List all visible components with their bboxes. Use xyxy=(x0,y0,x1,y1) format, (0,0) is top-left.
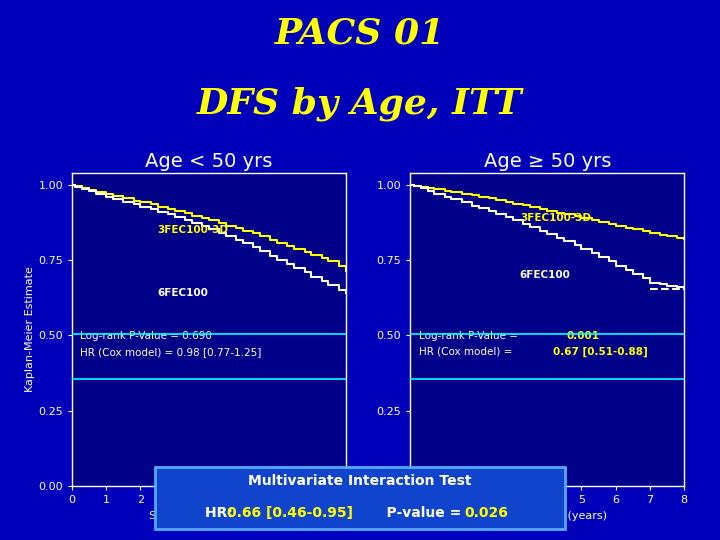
X-axis label: Survival Time (years): Survival Time (years) xyxy=(487,511,607,521)
Text: HR (Cox model) =: HR (Cox model) = xyxy=(418,347,516,356)
Title: Age < 50 yrs: Age < 50 yrs xyxy=(145,152,272,171)
Text: 6FEC100: 6FEC100 xyxy=(158,288,208,298)
Text: 3FEC100-3D: 3FEC100-3D xyxy=(158,225,228,235)
Text: DFS by Age, ITT: DFS by Age, ITT xyxy=(197,86,523,121)
Title: Age ≥ 50 yrs: Age ≥ 50 yrs xyxy=(484,152,611,171)
Text: HR:: HR: xyxy=(205,506,238,520)
Text: 0.66 [0.46-0.95]: 0.66 [0.46-0.95] xyxy=(227,506,353,520)
Text: HR (Cox model) = 0.98 [0.77-1.25]: HR (Cox model) = 0.98 [0.77-1.25] xyxy=(80,347,261,356)
Text: Log-rank P-Value = 0.690: Log-rank P-Value = 0.690 xyxy=(80,331,212,341)
Text: 0.001: 0.001 xyxy=(567,331,599,341)
Text: P-value =: P-value = xyxy=(367,506,467,520)
Y-axis label: Kaplan-Meier Estimate: Kaplan-Meier Estimate xyxy=(25,266,35,393)
Text: 3FEC100-3D: 3FEC100-3D xyxy=(520,213,591,223)
Text: 0.67 [0.51-0.88]: 0.67 [0.51-0.88] xyxy=(553,347,647,357)
Text: Log-rank P-Value =: Log-rank P-Value = xyxy=(418,331,521,341)
Text: PACS 01: PACS 01 xyxy=(275,16,445,50)
X-axis label: Survival Time (years): Survival Time (years) xyxy=(149,511,269,521)
Text: Multivariate Interaction Test: Multivariate Interaction Test xyxy=(248,474,472,488)
Text: 6FEC100: 6FEC100 xyxy=(520,270,571,280)
Text: 0.026: 0.026 xyxy=(464,506,508,520)
